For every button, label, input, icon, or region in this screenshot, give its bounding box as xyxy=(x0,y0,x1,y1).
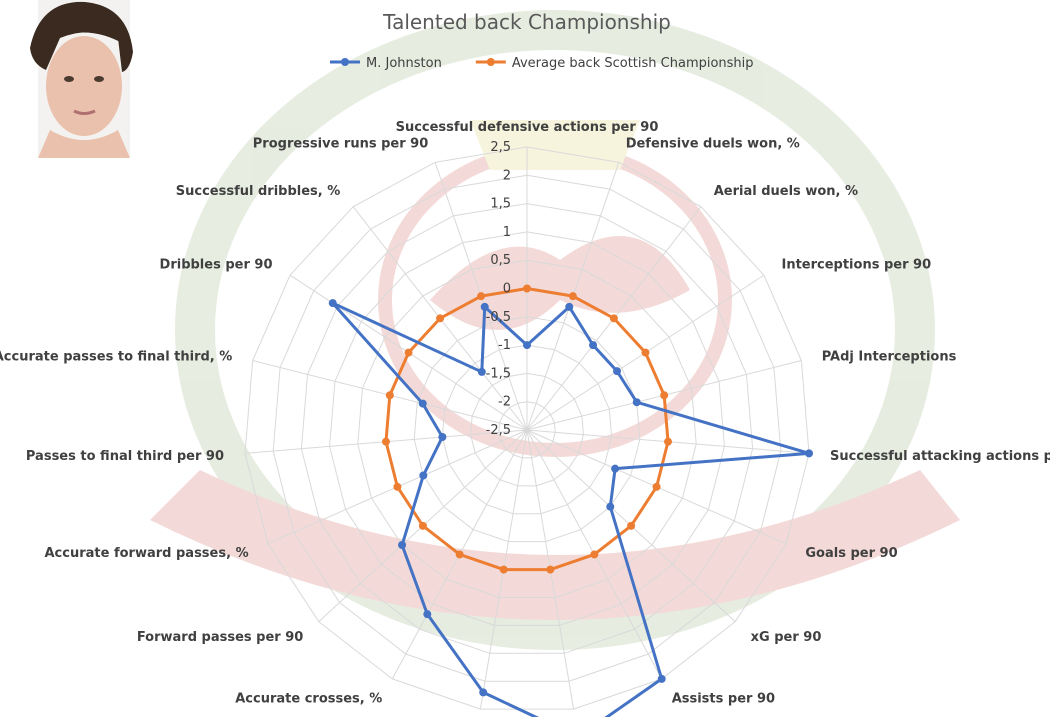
tick-label: 0 xyxy=(503,282,511,297)
radial-tick-labels: 2,5 2 1,5 1 0,5 0 -0,5 -1 -1,5 -2 -2,5 xyxy=(486,140,511,438)
grid-ring xyxy=(470,372,584,487)
tick-label: 1,5 xyxy=(490,197,511,212)
tick-label: 1 xyxy=(503,225,511,240)
tick-label: 2 xyxy=(503,168,511,183)
data-point xyxy=(613,367,622,376)
data-point xyxy=(805,449,814,458)
data-point xyxy=(611,464,620,473)
category-label: Successful dribbles, % xyxy=(176,184,341,199)
series-line xyxy=(331,301,811,717)
category-label: Progressive runs per 90 xyxy=(253,136,429,151)
data-point xyxy=(381,437,390,446)
data-point xyxy=(404,348,413,357)
series-line xyxy=(384,287,670,572)
data-point xyxy=(546,565,555,574)
grid-ring xyxy=(272,174,782,682)
data-point xyxy=(652,482,661,491)
category-label: Aerial duels won, % xyxy=(714,184,858,199)
data-point xyxy=(565,302,574,311)
category-labels: Successful defensive actions per 90Defen… xyxy=(0,120,1050,706)
tick-label: -1 xyxy=(498,338,511,353)
tick-label: -0,5 xyxy=(486,310,511,325)
data-point xyxy=(609,314,618,323)
category-label: Goals per 90 xyxy=(805,546,897,561)
legend-label: M. Johnston xyxy=(366,56,442,71)
category-label: Interceptions per 90 xyxy=(781,258,931,273)
data-point xyxy=(436,314,445,323)
legend-swatch-marker xyxy=(486,58,495,66)
data-point xyxy=(641,348,650,357)
data-point xyxy=(477,367,486,376)
data-point xyxy=(627,521,636,530)
legend-label: Average back Scottish Championship xyxy=(512,56,754,71)
grid-ring xyxy=(441,344,613,515)
grid-ring xyxy=(244,146,810,710)
data-point xyxy=(590,550,599,559)
data-point xyxy=(328,299,337,308)
data-point xyxy=(632,398,641,407)
data-point xyxy=(480,302,489,311)
data-point xyxy=(455,550,464,559)
tick-label: 0,5 xyxy=(490,253,511,268)
category-label: Dribbles per 90 xyxy=(160,258,273,273)
grid-ring xyxy=(300,203,754,654)
data-point xyxy=(523,341,531,350)
data-point xyxy=(477,292,486,301)
tick-label: -2,5 xyxy=(486,423,511,438)
data-point xyxy=(479,688,488,697)
series-1 xyxy=(381,284,673,574)
data-point xyxy=(398,541,407,550)
series-0 xyxy=(328,299,814,717)
grid-ring xyxy=(413,316,641,543)
series-layer xyxy=(328,284,814,717)
category-label: Passes to final third per 90 xyxy=(26,449,224,464)
data-point xyxy=(418,521,427,530)
category-label: Assists per 90 xyxy=(672,691,775,706)
data-point xyxy=(499,565,508,574)
category-label: PAdj Interceptions xyxy=(822,349,957,364)
data-point xyxy=(664,437,673,446)
data-point xyxy=(606,502,615,511)
tick-label: -2 xyxy=(498,395,511,410)
category-label: xG per 90 xyxy=(751,630,822,645)
data-point xyxy=(418,399,427,408)
data-point xyxy=(419,471,428,480)
tick-label: 2,5 xyxy=(490,140,511,155)
legend-swatch-marker xyxy=(341,58,349,66)
legend: M. Johnston Average back Scottish Champio… xyxy=(330,56,754,71)
category-label: Successful attacking actions per 90 xyxy=(830,449,1050,464)
grid-ring xyxy=(498,401,556,459)
chart-title: Talented back Championship xyxy=(382,10,671,34)
data-point xyxy=(423,610,432,619)
category-label: Accurate passes to final third, % xyxy=(0,349,232,364)
category-label: Forward passes per 90 xyxy=(137,630,304,645)
data-point xyxy=(568,292,577,301)
data-point xyxy=(438,433,447,442)
grid-ring xyxy=(357,259,697,598)
data-point xyxy=(589,341,598,350)
tick-label: -1,5 xyxy=(486,366,511,381)
data-point xyxy=(523,284,531,293)
data-point xyxy=(393,482,402,491)
player-photo xyxy=(30,0,133,158)
category-label: Accurate crosses, % xyxy=(235,691,382,706)
club-crest-watermark xyxy=(150,10,960,650)
legend-item-1: Average back Scottish Championship xyxy=(475,56,754,71)
data-point xyxy=(660,391,669,400)
category-label: Accurate forward passes, % xyxy=(45,546,249,561)
category-label: Defensive duels won, % xyxy=(626,136,800,151)
data-point xyxy=(657,674,666,683)
data-point xyxy=(385,391,394,400)
category-label: Successful defensive actions per 90 xyxy=(396,120,659,135)
legend-item-0: M. Johnston xyxy=(330,56,442,71)
